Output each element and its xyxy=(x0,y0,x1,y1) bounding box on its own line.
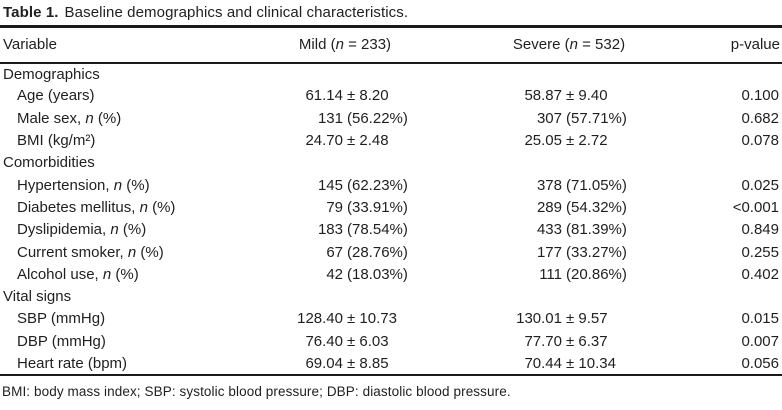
table-row-heart-rate: Heart rate (bpm) 69.04 ± 8.85 70.44 ± 10.3… xyxy=(0,352,782,374)
table-title-number: Table 1. xyxy=(3,4,59,21)
severe-value: 378 (71.05%) xyxy=(536,176,627,194)
severe-value: 307 (57.71%) xyxy=(536,109,627,127)
table-header: Variable Mild (n = 233) Severe (n = 532)… xyxy=(0,26,782,64)
column-header-pvalue: p-value xyxy=(648,26,782,64)
p-value: <0.001 xyxy=(732,198,779,216)
mild-value: 61.14 ± 8.20 xyxy=(305,87,389,105)
mild-value: 79 (33.91%) xyxy=(326,198,408,216)
table-row-dbp: DBP (mmHg) 76.40 ± 6.03 77.70 ± 6.37 0.007 xyxy=(0,330,782,352)
table-row-alcohol-use: Alcohol use, n (%) 42 (18.03%) 111 (20.86%… xyxy=(0,263,782,285)
mild-value: 67 (28.76%) xyxy=(326,243,408,261)
p-value: 0.849 xyxy=(741,221,779,239)
p-value: 0.402 xyxy=(741,265,779,283)
p-value: 0.007 xyxy=(741,332,779,350)
mild-value: 128.40 ± 10.73 xyxy=(297,310,397,328)
severe-value: 25.05 ± 2.72 xyxy=(524,132,608,150)
severe-header-post: = 532) xyxy=(577,36,626,54)
severe-value: 289 (54.32%) xyxy=(536,198,627,216)
table-row-current-smoker: Current smoker, n (%) 67 (28.76%) 177 (33.… xyxy=(0,241,782,263)
column-header-severe: Severe (n = 532) xyxy=(413,26,648,64)
mild-header-pre: Mild ( xyxy=(298,36,336,54)
row-label: Age (years) xyxy=(17,87,95,105)
column-header-variable: Variable xyxy=(0,26,283,64)
row-label: DBP (mmHg) xyxy=(17,332,106,350)
row-label: Dyslipidemia, n (%) xyxy=(17,221,147,239)
row-label: BMI (kg/m²) xyxy=(17,132,96,150)
mild-value: 131 (56.22%) xyxy=(317,109,408,127)
severe-value: 70.44 ± 10.34 xyxy=(524,354,616,372)
row-label: Current smoker, n (%) xyxy=(17,243,164,261)
severe-header-n-italic: n xyxy=(569,36,578,54)
table-title: Table 1. Baseline demographics and clinic… xyxy=(0,0,782,22)
table-row-dyslipidemia: Dyslipidemia, n (%) 183 (78.54%) 433 (81.3… xyxy=(0,219,782,241)
header-row: Variable Mild (n = 233) Severe (n = 532)… xyxy=(0,26,782,64)
mild-header-n-italic: n xyxy=(335,36,344,54)
severe-value: 130.01 ± 9.57 xyxy=(516,310,608,328)
table-row-bmi: BMI (kg/m²) 24.70 ± 2.48 25.05 ± 2.72 0.07… xyxy=(0,129,782,151)
table-row-hypertension: Hypertension, n (%) 145 (62.23%) 378 (71.0… xyxy=(0,174,782,196)
section-label: Comorbidities xyxy=(3,154,95,172)
severe-value: 58.87 ± 9.40 xyxy=(524,87,608,105)
row-label: Male sex, n (%) xyxy=(17,109,122,127)
row-label: SBP (mmHg) xyxy=(17,310,106,328)
section-row-comorbidities: Comorbidities xyxy=(0,152,782,174)
column-header-mild: Mild (n = 233) xyxy=(283,26,413,64)
severe-value: 433 (81.39%) xyxy=(536,221,627,239)
row-label: Alcohol use, n (%) xyxy=(17,265,139,283)
demographics-table: Variable Mild (n = 233) Severe (n = 532)… xyxy=(0,25,782,376)
row-label: Diabetes mellitus, n (%) xyxy=(17,198,176,216)
mild-value: 69.04 ± 8.85 xyxy=(305,354,389,372)
severe-header-pre: Severe ( xyxy=(512,36,570,54)
mild-value: 76.40 ± 6.03 xyxy=(305,332,389,350)
p-value: 0.078 xyxy=(741,132,779,150)
severe-value: 111 (20.86%) xyxy=(539,265,627,283)
table-row-sbp: SBP (mmHg) 128.40 ± 10.73 130.01 ± 9.57 0.… xyxy=(0,308,782,330)
row-label: Heart rate (bpm) xyxy=(17,354,128,372)
severe-value: 177 (33.27%) xyxy=(536,243,627,261)
p-value: 0.682 xyxy=(741,109,779,127)
p-value: 0.015 xyxy=(741,310,779,328)
mild-header-post: = 233) xyxy=(343,36,392,54)
mild-value: 145 (62.23%) xyxy=(317,176,408,194)
severe-value: 77.70 ± 6.37 xyxy=(524,332,608,350)
table-footnote: BMI: body mass index; SBP: systolic bloo… xyxy=(2,383,511,399)
row-label: Hypertension, n (%) xyxy=(17,176,150,194)
p-value: 0.025 xyxy=(741,176,779,194)
section-label: Demographics xyxy=(3,65,100,83)
mild-value: 24.70 ± 2.48 xyxy=(305,132,389,150)
table-title-caption: Baseline demographics and clinical chara… xyxy=(64,4,409,21)
section-row-demographics: Demographics xyxy=(0,63,782,85)
p-value: 0.255 xyxy=(741,243,779,261)
table-body: Demographics Age (years) 61.14 ± 8.20 58.… xyxy=(0,63,782,375)
section-label: Vital signs xyxy=(3,288,72,306)
table-row-diabetes: Diabetes mellitus, n (%) 79 (33.91%) 289(… xyxy=(0,196,782,218)
table-row-age: Age (years) 61.14 ± 8.20 58.87 ± 9.40 0.10… xyxy=(0,85,782,107)
section-row-vital-signs: Vital signs xyxy=(0,285,782,307)
mild-value: 42 (18.03%) xyxy=(326,265,408,283)
p-value: 0.100 xyxy=(741,87,779,105)
p-value: 0.056 xyxy=(741,354,779,372)
table-row-male-sex: Male sex, n (%) 131 (56.22%) 307 (57.71%) … xyxy=(0,107,782,129)
mild-value: 183 (78.54%) xyxy=(317,221,408,239)
